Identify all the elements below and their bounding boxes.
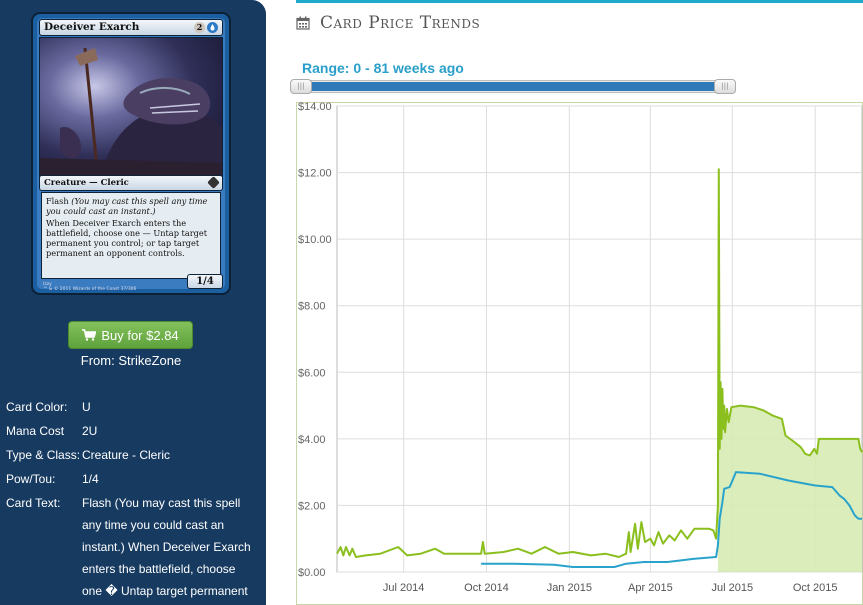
attr-type-class: Type & Class: Creature - Cleric (6, 444, 264, 468)
y-tick-label: $10.00 (298, 234, 332, 246)
x-tick-label: Jul 2015 (712, 582, 754, 594)
vendor-label: From: StrikeZone (80, 353, 182, 368)
y-tick-label: $8.00 (298, 301, 326, 313)
card-copyright: ™ & © 2011 Wizards of the Coast 37/306 (43, 287, 137, 292)
calendar-icon (296, 16, 310, 30)
series-line-1 (336, 168, 863, 558)
series-line-2 (481, 471, 862, 568)
card-mana-cost: 2 (194, 22, 218, 33)
card-sidebar: Deceiver Exarch 2 Creature — (0, 0, 266, 605)
buy-button-label: Buy for $2.84 (101, 327, 179, 343)
y-tick-label: $0.00 (298, 567, 326, 579)
card-artist: Izzy (43, 282, 52, 287)
x-tick-label: Apr 2015 (628, 582, 673, 594)
rules-etb: When Deceiver Exarch enters the battlefi… (46, 218, 207, 258)
attr-label: Card Color: (6, 400, 68, 414)
card-art (39, 37, 223, 177)
attr-card-color: Card Color: U (6, 396, 264, 420)
card-footer: Izzy ™ & © 2011 Wizards of the Coast 37/… (43, 282, 136, 292)
buy-button[interactable]: Buy for $2.84 (68, 321, 193, 349)
card-name-bar: Deceiver Exarch 2 (39, 19, 223, 36)
range-slider[interactable]: ||| ||| (290, 79, 736, 94)
set-symbol-icon (207, 176, 220, 189)
accent-rule (296, 0, 863, 3)
card-power-toughness: 1/4 (187, 274, 223, 289)
attr-value: Creature - Cleric (82, 448, 171, 462)
attr-value: 1/4 (82, 472, 99, 486)
rules-flash: Flash (46, 196, 69, 206)
range-slider-end-handle[interactable]: ||| (714, 79, 736, 94)
card-attributes: Card Color: U Mana Cost 2U Type & Class:… (6, 396, 264, 602)
attr-value: U (82, 400, 91, 414)
attr-label: Mana Cost (6, 424, 65, 438)
attr-label: Card Text: (6, 496, 61, 510)
x-tick-label: Oct 2014 (464, 582, 509, 594)
card-image: Deceiver Exarch 2 Creature — (31, 12, 231, 295)
attr-mana-cost: Mana Cost 2U (6, 420, 264, 444)
attr-value: 2U (82, 424, 98, 438)
range-label: Range: 0 - 81 weeks ago (302, 60, 464, 76)
mana-symbol-generic: 2 (194, 22, 205, 33)
x-tick-label: Jan 2015 (547, 582, 592, 594)
y-tick-label: $14.00 (298, 102, 332, 113)
attr-pow-tou: Pow/Tou: 1/4 (6, 468, 264, 492)
card-name: Deceiver Exarch (44, 21, 140, 33)
attr-label: Pow/Tou: (6, 472, 56, 486)
y-tick-label: $2.00 (298, 500, 326, 512)
y-tick-label: $4.00 (298, 434, 326, 446)
y-tick-label: $6.00 (298, 367, 326, 379)
cart-icon (82, 329, 97, 341)
x-tick-label: Oct 2015 (793, 582, 838, 594)
card-type-bar: Creature — Cleric (39, 175, 223, 191)
price-trend-chart: $0.00 $2.00 $4.00 $6.00 $8.00 $10.00 $12.00 $14… (298, 102, 863, 594)
x-tick-label: Jul 2014 (383, 582, 425, 594)
range-slider-start-handle[interactable]: ||| (290, 79, 312, 94)
attr-card-text: Card Text: Flash (You may cast this spel… (6, 492, 264, 602)
series-area (717, 169, 862, 572)
mana-symbol-blue (207, 22, 218, 33)
rules-flash-reminder: (You may cast this spell any time you co… (46, 196, 208, 216)
range-slider-fill (301, 82, 723, 91)
y-tick-label: $12.00 (298, 168, 332, 180)
card-rules-text: Flash (You may cast this spell any time … (41, 192, 221, 279)
section-header: Card Price Trends (296, 12, 480, 34)
attr-label: Type & Class: (6, 448, 81, 462)
attr-value: Flash (You may cast this spell any time … (82, 496, 251, 598)
section-title: Card Price Trends (320, 13, 481, 33)
card-type-line: Creature — Cleric (44, 178, 129, 188)
